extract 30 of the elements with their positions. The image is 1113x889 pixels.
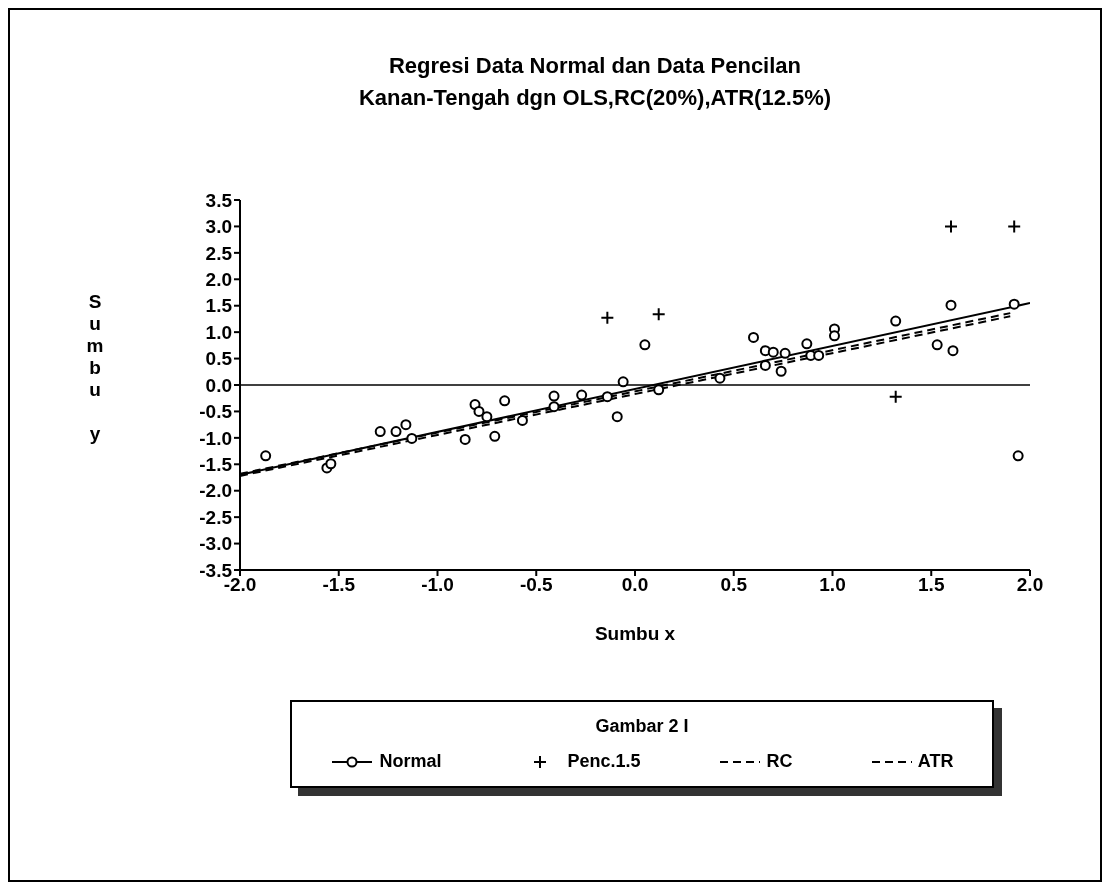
x-tick-label: -1.0	[421, 574, 454, 596]
y-tick-label: -1.5	[199, 454, 233, 476]
x-axis-title: Sumbu x	[594, 623, 676, 644]
x-tick-label: -1.5	[322, 574, 356, 596]
legend-label: ATR	[916, 751, 954, 772]
x-tick-label: 0.5	[720, 574, 748, 596]
legend-label: Penc.1.5	[566, 751, 641, 772]
y-tick-label: -2.0	[199, 480, 232, 502]
y-tick-label: -3.0	[199, 533, 232, 555]
text: Sumbu y	[86, 291, 104, 444]
y-tick-label: 1.5	[205, 295, 233, 317]
chart-title: Regresi Data Normal dan Data Pencilan Kanan-Tengah dgn OLS,RC(20%),ATR(12.5%)	[357, 52, 833, 112]
legend-title: Gambar 2 I	[594, 716, 690, 737]
y-tick-label: 3.0	[205, 216, 232, 238]
y-tick-label: 0.0	[205, 374, 232, 396]
y-tick-label: 0.5	[205, 348, 233, 370]
legend-label: RC	[765, 751, 793, 772]
x-tick-label: -0.5	[519, 574, 554, 596]
x-tick-label: 0.0	[621, 574, 649, 596]
y-tick-label: 1.0	[205, 321, 232, 343]
y-tick-label: -0.5	[199, 401, 233, 423]
y-tick-label: 2.0	[205, 269, 232, 291]
x-tick-label: 1.5	[918, 574, 945, 596]
x-tick-label: 1.0	[819, 574, 846, 596]
y-tick-label: 2.5	[205, 242, 233, 264]
x-tick-label: 2.0	[1016, 574, 1044, 596]
legend-label: Normal	[378, 751, 442, 772]
y-tick-label: 3.5	[205, 189, 233, 211]
y-tick-label: -2.5	[199, 506, 233, 528]
y-tick-label: -1.0	[199, 427, 232, 449]
